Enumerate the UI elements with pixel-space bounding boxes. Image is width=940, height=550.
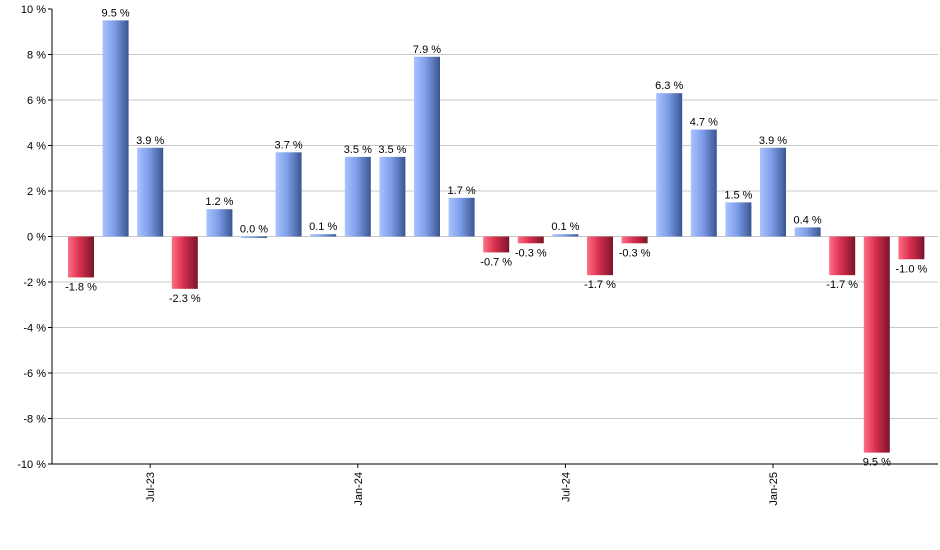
bar-positive xyxy=(344,156,371,237)
data-label: 3.9 % xyxy=(136,135,164,147)
bar-positive xyxy=(137,147,164,237)
data-labels: -1.8 % 9.5 % 3.9 % -2.3 % 1.2 % 0.0 % 3.7 % 0.1… xyxy=(65,7,927,468)
y-tick-label: 2 % xyxy=(27,186,46,198)
bar-positive xyxy=(794,227,821,237)
bar-positive xyxy=(102,20,129,237)
bar-positive xyxy=(448,197,475,237)
data-label: 0.1 % xyxy=(309,221,337,233)
y-tick-label: -2 % xyxy=(23,277,46,289)
bar-negative xyxy=(171,236,198,289)
bar-positive xyxy=(275,152,302,237)
data-label: 1.7 % xyxy=(448,185,476,197)
data-label: -0.3 % xyxy=(515,247,547,259)
data-label: 9.5 % xyxy=(102,7,130,19)
y-tick-label: -4 % xyxy=(23,323,46,335)
bar-negative xyxy=(587,236,613,276)
data-label: 6.3 % xyxy=(655,80,683,92)
data-label: -1.7 % xyxy=(584,279,616,291)
data-label: 7.9 % xyxy=(413,44,441,56)
bar-positive xyxy=(690,129,717,237)
y-tick-label: -8 % xyxy=(23,414,46,426)
bar-positive xyxy=(310,234,337,237)
data-label: 0.1 % xyxy=(551,221,579,233)
data-label: 3.5 % xyxy=(344,144,372,156)
data-label: 3.9 % xyxy=(759,135,787,147)
data-label: -1.0 % xyxy=(896,263,928,275)
bar-positive xyxy=(552,234,579,237)
data-label: 4.7 % xyxy=(690,117,718,129)
data-label: 9.5 % xyxy=(863,457,891,469)
y-tick-label: 0 % xyxy=(27,232,46,244)
bar-negative xyxy=(863,236,890,453)
y-tick-label: 8 % xyxy=(27,50,46,62)
y-tick-label: 4 % xyxy=(27,141,46,153)
bar-positive xyxy=(206,209,233,237)
data-label: 0.0 % xyxy=(240,224,268,236)
data-label: -0.7 % xyxy=(480,256,512,268)
y-tick-label: -10 % xyxy=(17,459,46,471)
data-label: -1.8 % xyxy=(65,281,97,293)
bar-negative xyxy=(68,236,94,278)
bar-positive xyxy=(725,202,752,237)
y-tick-label: 10 % xyxy=(21,4,46,16)
bar-positive xyxy=(241,236,267,238)
bar-negative xyxy=(829,236,856,276)
data-label: -1.7 % xyxy=(826,279,858,291)
bars xyxy=(68,20,925,453)
data-label: 1.2 % xyxy=(205,196,233,208)
bar-positive xyxy=(656,93,683,237)
data-label: 1.5 % xyxy=(724,189,752,201)
data-label: -2.3 % xyxy=(169,293,201,305)
y-tick-label: -6 % xyxy=(23,368,46,380)
x-tick-label: Jul-23 xyxy=(145,472,157,502)
bar-negative xyxy=(621,236,648,244)
y-tick-label: 6 % xyxy=(27,95,46,107)
data-label: 3.7 % xyxy=(275,139,303,151)
bar-negative xyxy=(517,236,544,244)
data-label: 3.5 % xyxy=(378,144,406,156)
bar-positive xyxy=(760,147,786,237)
data-label: 0.4 % xyxy=(794,214,822,226)
x-tick-label: Jul-24 xyxy=(560,472,572,502)
bar-positive xyxy=(379,156,406,237)
bar-negative xyxy=(898,236,925,260)
data-label: -0.3 % xyxy=(619,247,651,259)
axes: 10 % 8 % 6 % 4 % 2 % 0 % -2 % -4 % -6 % -8 % -10 %… xyxy=(17,4,938,506)
x-tick-label: Jan-25 xyxy=(768,472,780,506)
bar-negative xyxy=(483,236,510,253)
bar-positive xyxy=(414,56,440,237)
x-tick-label: Jan-24 xyxy=(353,472,365,506)
